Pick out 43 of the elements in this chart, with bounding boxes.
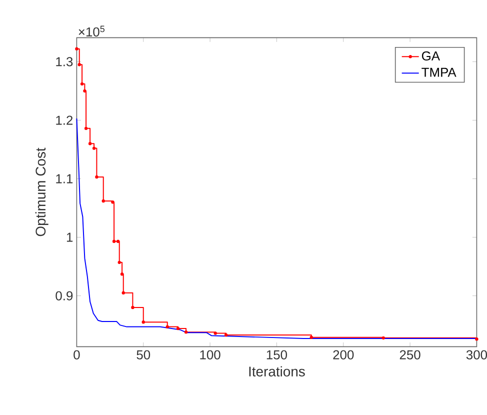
y-tick-label: 1.3	[56, 57, 73, 66]
point	[75, 47, 78, 50]
point	[111, 200, 114, 204]
point	[142, 320, 145, 324]
point	[122, 291, 125, 294]
y-tick-label: 0.9	[56, 291, 73, 300]
y-tick-label: 1.2	[56, 116, 73, 125]
x-tick-label: 300	[466, 350, 487, 360]
legend-label: TMPA	[422, 68, 456, 77]
point	[102, 199, 105, 203]
legend-label: GA	[422, 51, 440, 61]
point	[92, 146, 96, 150]
x-tick-label: 50	[136, 350, 150, 360]
x-axis-title: Iterations	[249, 366, 305, 376]
point	[120, 272, 124, 276]
x-tick-label: 100	[200, 350, 220, 360]
point	[80, 82, 84, 86]
point	[112, 240, 116, 243]
point	[382, 336, 385, 340]
y-tick-label: 1	[66, 232, 73, 242]
line-series	[76, 118, 478, 340]
point	[78, 63, 81, 66]
x-tick-label: 150	[266, 350, 288, 360]
point	[118, 260, 121, 264]
point	[176, 326, 180, 330]
y-axis-title: Optimum Cost	[35, 148, 48, 236]
point	[214, 332, 217, 335]
x-tick-label: 0	[74, 350, 80, 360]
point	[88, 142, 92, 146]
point	[95, 175, 98, 179]
point	[310, 336, 313, 339]
y-tick-label: 1.1	[56, 174, 73, 184]
point	[116, 240, 120, 243]
point	[131, 306, 134, 310]
point	[84, 126, 88, 130]
x-tick-label: 250	[400, 350, 420, 360]
text: ×10$^{5}$	[78, 26, 105, 36]
point	[224, 333, 228, 337]
point	[83, 89, 86, 93]
x-tick-label: 200	[333, 350, 354, 360]
point	[475, 337, 478, 341]
point	[166, 325, 169, 328]
point	[184, 330, 188, 334]
